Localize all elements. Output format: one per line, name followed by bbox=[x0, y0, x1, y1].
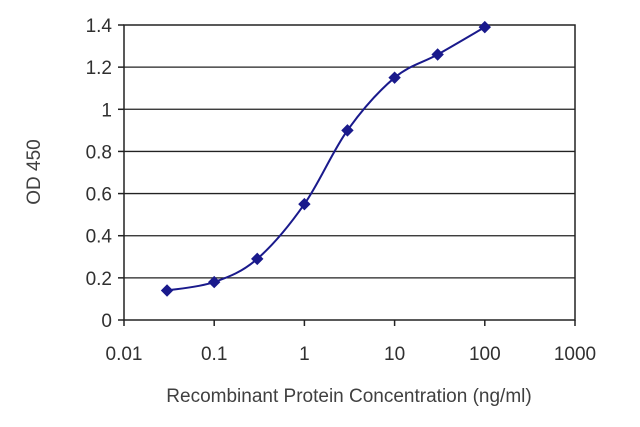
series-layer bbox=[160, 20, 492, 297]
data-point-marker bbox=[478, 20, 492, 34]
data-point-marker bbox=[388, 71, 401, 84]
grid-lines bbox=[124, 66, 575, 279]
y-tick-label: 1.2 bbox=[86, 58, 112, 79]
x-axis-ticks: 0.01 0.1 1 10 100 1000 bbox=[106, 320, 596, 365]
data-point-marker bbox=[251, 252, 264, 266]
data-point-marker bbox=[341, 124, 354, 137]
plot-area bbox=[124, 25, 575, 320]
plot-border bbox=[123, 24, 576, 321]
y-axis-ticks: 0 0.2 0.4 0.6 0.8 1 1.2 1.4 bbox=[86, 16, 124, 332]
data-point-marker bbox=[207, 275, 221, 289]
y-tick-label: 0.2 bbox=[86, 269, 112, 290]
y-tick-label: 0 bbox=[101, 311, 112, 332]
x-tick-label: 1 bbox=[299, 344, 310, 365]
y-tick-label: 0.6 bbox=[86, 185, 112, 206]
x-axis-title: Recombinant Protein Concentration (ng/ml… bbox=[166, 386, 531, 407]
y-tick-label: 1 bbox=[101, 100, 112, 121]
x-tick-label: 100 bbox=[469, 344, 501, 365]
x-tick-label: 10 bbox=[384, 344, 405, 365]
plot-frame bbox=[123, 24, 576, 321]
y-axis-title: OD 450 bbox=[24, 139, 45, 204]
data-point-marker bbox=[160, 284, 174, 297]
y-tick-label: 1.4 bbox=[86, 16, 113, 37]
y-tick-label: 0.4 bbox=[86, 227, 113, 248]
series-line bbox=[166, 26, 486, 292]
data-point-marker bbox=[298, 197, 311, 211]
y-tick-label: 0.8 bbox=[86, 142, 112, 163]
x-tick-label: 1000 bbox=[554, 344, 596, 365]
data-point-marker bbox=[431, 48, 444, 61]
x-tick-label: 0.1 bbox=[201, 344, 227, 365]
x-tick-label: 0.01 bbox=[106, 344, 143, 365]
